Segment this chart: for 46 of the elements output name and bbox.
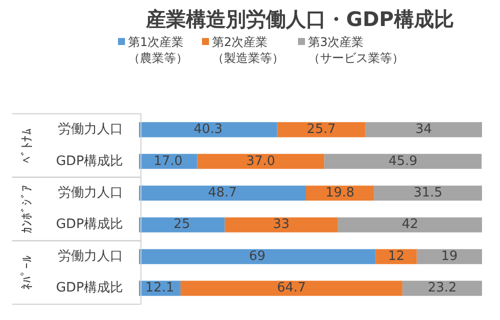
bar [365,122,482,138]
legend-label: 第1次産業（農業等） [128,34,188,66]
y-tick-label: GDP構成比 [56,217,123,232]
data-label: 19.8 [325,186,354,201]
bar [324,154,482,169]
bar [138,186,306,201]
bar [402,280,482,296]
legend-label: 第3次産業（サービス業等） [308,34,404,66]
data-label: 33 [273,217,290,232]
data-label: 31.5 [413,186,442,201]
text: ﾈﾊﾟｰﾙ [20,254,36,290]
data-label: 25.7 [306,122,336,138]
bar [416,249,482,264]
data-label: 45.9 [388,154,418,169]
data-label: 34 [415,122,432,138]
data-label: 12.1 [145,280,174,296]
bar [180,280,402,296]
bar [138,249,376,264]
data-label: 23.2 [428,280,457,296]
y-tick-label: GDP構成比 [56,280,123,296]
text: ﾍﾞﾄﾅﾑ [20,128,36,164]
y-tick-label: 労働力人口 [58,248,123,264]
bar [224,217,338,232]
bar [277,122,366,138]
y-tick-label: 労働力人口 [58,122,123,138]
bar [374,186,482,201]
chart-title: 産業構造別労働人口・GDP構成比 [144,6,455,33]
data-label: 64.7 [276,280,306,296]
data-label: 37.0 [246,154,276,169]
data-label: 69 [249,248,266,264]
data-label: 17.0 [154,154,183,169]
bar [338,217,482,232]
bar [138,217,225,232]
data-label: 19 [441,248,458,264]
data-label: 25 [174,217,190,232]
legend-label: 第2次産業（製造業等） [212,34,284,66]
y-tick-label: GDP構成比 [56,154,123,169]
bar [376,249,417,264]
data-label: 12 [388,248,405,264]
bar [197,154,324,169]
data-label: 40.3 [194,122,223,138]
text: ｶﾝﾎﾞｼﾞｱ [20,184,36,234]
data-label: 48.7 [208,186,237,201]
data-label: 42 [402,217,418,232]
y-tick-label: 労働力人口 [58,186,123,201]
bar [138,122,278,138]
